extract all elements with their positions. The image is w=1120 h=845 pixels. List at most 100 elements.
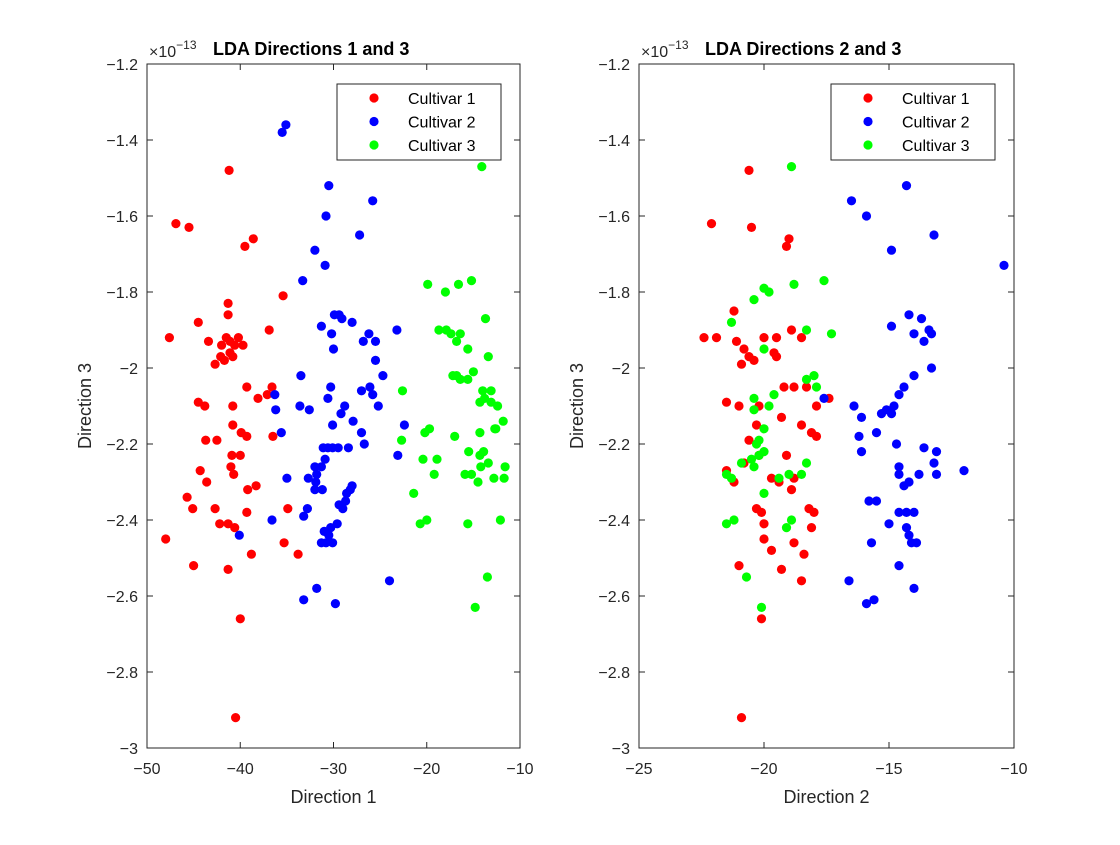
data-point	[370, 336, 381, 346]
data-point	[466, 276, 477, 286]
chart-panel-2: −25 −20 −15 −10 −3 −2.8 −2.6 −2.4 −2.2 −2 −1.8 −1.6…	[567, 38, 1028, 807]
data-point	[429, 469, 439, 479]
data-point	[264, 325, 274, 335]
data-point	[343, 443, 353, 453]
x-tick-label: −20	[750, 761, 777, 778]
data-point	[931, 447, 942, 457]
y-exponent-label: ×10−13	[641, 38, 689, 61]
data-point	[490, 424, 500, 434]
data-point	[801, 458, 812, 468]
data-point	[320, 260, 330, 270]
data-point	[726, 473, 737, 483]
data-point	[736, 458, 747, 468]
data-point	[894, 469, 904, 479]
series-3	[721, 162, 837, 613]
y-tick-label: −2	[120, 361, 138, 378]
data-point	[499, 473, 509, 483]
data-point	[230, 523, 240, 533]
data-point	[478, 386, 488, 396]
data-point	[786, 325, 797, 335]
data-point	[321, 211, 331, 221]
data-point	[764, 287, 774, 297]
data-point	[861, 599, 872, 609]
x-tick-label: −20	[413, 761, 440, 778]
y-tick-label: −3	[120, 741, 138, 758]
legend-entry: Cultivar 3	[902, 138, 970, 155]
data-point	[871, 428, 882, 438]
chart-title: LDA Directions 2 and 3	[705, 39, 901, 59]
data-point	[368, 196, 378, 206]
x-axis-label: Direction 1	[290, 787, 376, 807]
data-point	[909, 583, 919, 594]
data-point	[483, 352, 493, 362]
data-point	[999, 260, 1009, 270]
data-point	[480, 314, 491, 324]
y-tick-label: −3	[612, 741, 630, 758]
data-point	[856, 412, 867, 422]
data-point	[751, 420, 762, 430]
data-point	[493, 401, 503, 411]
data-point	[706, 219, 717, 229]
data-point	[262, 390, 272, 400]
data-point	[919, 443, 929, 453]
data-point	[801, 325, 812, 335]
data-point	[849, 401, 859, 411]
data-point	[734, 561, 744, 571]
data-point	[911, 538, 922, 548]
data-point	[781, 241, 792, 251]
data-point	[749, 393, 759, 403]
data-point	[891, 439, 902, 449]
data-point	[916, 314, 927, 324]
data-point	[811, 382, 822, 392]
data-point	[397, 435, 407, 445]
data-point	[267, 515, 277, 525]
data-point	[864, 496, 874, 506]
data-point	[242, 382, 252, 392]
data-point	[217, 340, 227, 350]
data-point	[931, 469, 942, 479]
data-point	[452, 336, 462, 346]
data-point	[776, 412, 787, 422]
data-point	[764, 401, 774, 411]
data-point	[227, 450, 237, 460]
chart-panel-1: −50 −40 −30 −20 −10 −3 −2.8 −2.6 −2.4 −2.2 −2 −1.8 −…	[75, 38, 534, 807]
data-point	[364, 329, 374, 339]
data-point	[189, 561, 199, 571]
data-point	[326, 523, 336, 533]
data-point	[277, 127, 287, 137]
legend-marker	[369, 116, 379, 127]
data-point	[884, 519, 894, 529]
data-point	[182, 492, 192, 502]
data-point	[909, 507, 919, 517]
data-point	[453, 279, 464, 289]
data-point	[781, 523, 792, 533]
data-point	[776, 564, 787, 575]
y-tick-label: −2.6	[106, 589, 138, 606]
data-point	[238, 340, 248, 350]
data-point	[749, 462, 759, 472]
data-point	[766, 545, 777, 556]
y-exponent-label: ×10−13	[149, 38, 197, 61]
data-point	[856, 447, 867, 457]
data-point	[756, 614, 767, 624]
data-point	[295, 401, 305, 411]
data-point	[904, 310, 914, 320]
x-tick-label: −40	[227, 761, 254, 778]
data-point	[844, 576, 854, 586]
data-point	[420, 428, 430, 438]
data-point	[282, 473, 292, 483]
data-point	[184, 222, 194, 232]
data-point	[310, 485, 320, 495]
data-point	[759, 424, 769, 434]
x-tick-label: −25	[625, 761, 652, 778]
data-point	[188, 504, 198, 514]
data-point	[926, 363, 937, 373]
chart-title: LDA Directions 1 and 3	[213, 39, 409, 59]
data-point	[299, 595, 309, 605]
data-point	[161, 534, 171, 544]
data-point	[304, 405, 314, 415]
data-point	[759, 447, 769, 457]
data-point	[475, 397, 485, 407]
data-point	[393, 450, 403, 460]
legend: Cultivar 1 Cultivar 2 Cultivar 3	[830, 83, 996, 161]
